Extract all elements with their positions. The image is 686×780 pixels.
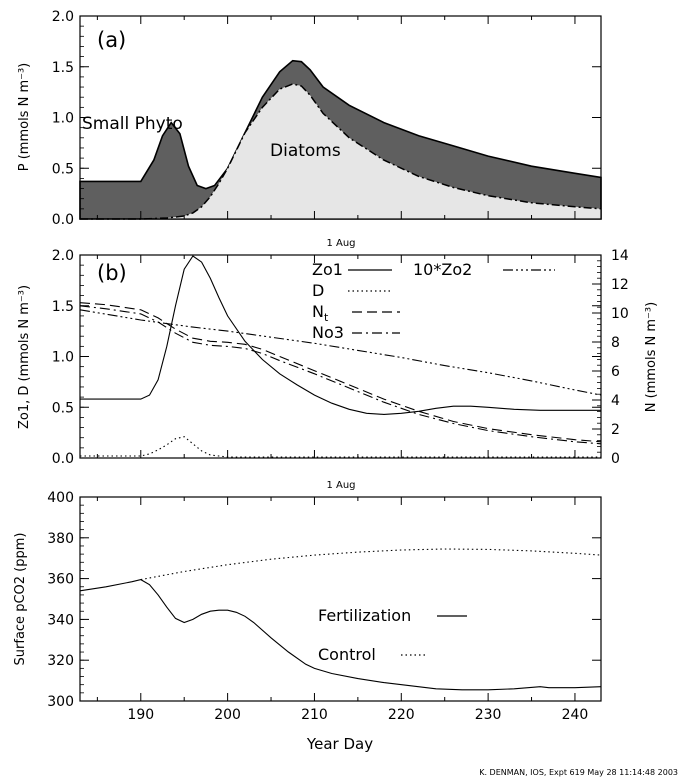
panel-b-lines [79, 255, 602, 458]
panel-a-ticks: 0.0 0.5 1.0 1.5 2.0 [52, 9, 601, 228]
y-tick-label: 0.0 [52, 212, 74, 228]
zo2-line [79, 309, 602, 396]
panel-b-label: (b) [97, 261, 127, 285]
y-right-tick-label: 0 [611, 451, 620, 467]
panel-c-lines [79, 548, 602, 691]
panel-b-ylabel-right: N (mmols N m⁻³) [644, 302, 659, 412]
y-tick-label: 300 [47, 694, 74, 710]
panel-c-legend: Fertilization Control [318, 606, 467, 664]
y-right-tick-label: 12 [611, 277, 629, 293]
y-tick-label: 1.5 [52, 60, 74, 76]
panel-b-ticks: 0.0 0.5 1.0 1.5 2.0 0 2 4 6 8 10 12 14 [52, 248, 629, 467]
panel-c-ylabel: Surface pCO2 (ppm) [13, 533, 28, 666]
zo1-line [80, 255, 601, 415]
x-tick-label: 190 [127, 707, 154, 723]
y-tick-label: 1.5 [52, 299, 74, 315]
panel-c-top-label: 1 Aug [326, 480, 355, 491]
panel-b: 1 Aug 0.0 0.5 1.0 1.5 2.0 0 2 4 6 8 10 12 14 (b) Zo1… [17, 238, 659, 467]
panel-a-ylabel: P (mmols N m⁻³) [17, 63, 32, 172]
panel-c-ticks: 190 200 210 220 230 240 300 320 340 360 380 400 [47, 490, 601, 723]
y-tick-label: 400 [47, 490, 74, 506]
y-right-tick-label: 8 [611, 335, 620, 351]
y-tick-label: 2.0 [52, 9, 74, 25]
diatoms-label: Diatoms [270, 141, 341, 161]
panel-a-label: (a) [97, 28, 126, 52]
diatoms-line [80, 83, 602, 220]
footer-credit: K. DENMAN, IOS, Expt 619 May 28 11:14:48… [479, 768, 678, 777]
panel-b-top-label: 1 Aug [326, 238, 355, 249]
panel-a-areas [79, 59, 602, 220]
y-right-tick-label: 4 [611, 393, 620, 409]
legend-label-d: D [312, 281, 324, 300]
y-right-tick-label: 14 [611, 248, 629, 264]
no3-line [79, 305, 602, 445]
x-tick-label: 200 [214, 707, 241, 723]
fertilization-line [79, 579, 602, 691]
detritus-line [80, 436, 601, 458]
y-tick-label: 1.0 [52, 111, 74, 127]
legend-label-10zo2: 10*Zo2 [413, 260, 472, 279]
x-tick-label: 240 [562, 707, 589, 723]
y-tick-label: 380 [47, 531, 74, 547]
legend-label-no3: No3 [312, 323, 344, 342]
y-tick-label: 0.5 [52, 161, 74, 177]
y-tick-label: 0.5 [52, 400, 74, 416]
nt-line [79, 302, 602, 443]
y-tick-label: 1.0 [52, 350, 74, 366]
panel-c-xlabel: Year Day [306, 735, 373, 753]
panel-b-frame [79, 254, 602, 459]
legend-label-n: Nt [312, 302, 329, 324]
panel-a: 0.00.51.01.52.0 (a) Small Phyto Diatoms … [17, 9, 602, 228]
legend-label-control: Control [318, 645, 376, 664]
diatoms-area [80, 84, 601, 219]
x-tick-label: 210 [301, 707, 328, 723]
y-tick-label: 2.0 [52, 248, 74, 264]
y-right-tick-label: 2 [611, 422, 620, 438]
x-tick-label: 230 [475, 707, 502, 723]
panel-b-ylabel: Zo1, D (mmols N m⁻³) [17, 285, 32, 429]
y-tick-label: 360 [47, 572, 74, 588]
y-tick-label: 340 [47, 612, 74, 628]
control-line [140, 548, 602, 581]
legend-label-fertilization: Fertilization [318, 606, 411, 625]
x-tick-label: 220 [388, 707, 415, 723]
panel-c: 1 Aug 190 200 210 220 230 240 300 320 340 360 380 4… [13, 480, 602, 753]
y-tick-label: 0.0 [52, 451, 74, 467]
y-tick-label: 320 [47, 653, 74, 669]
panel-c-frame [79, 496, 602, 702]
y-right-tick-label: 10 [611, 306, 629, 322]
y-right-tick-label: 6 [611, 364, 620, 380]
legend-label-zo1: Zo1 [312, 260, 343, 279]
small-phyto-label: Small Phyto [82, 114, 183, 134]
